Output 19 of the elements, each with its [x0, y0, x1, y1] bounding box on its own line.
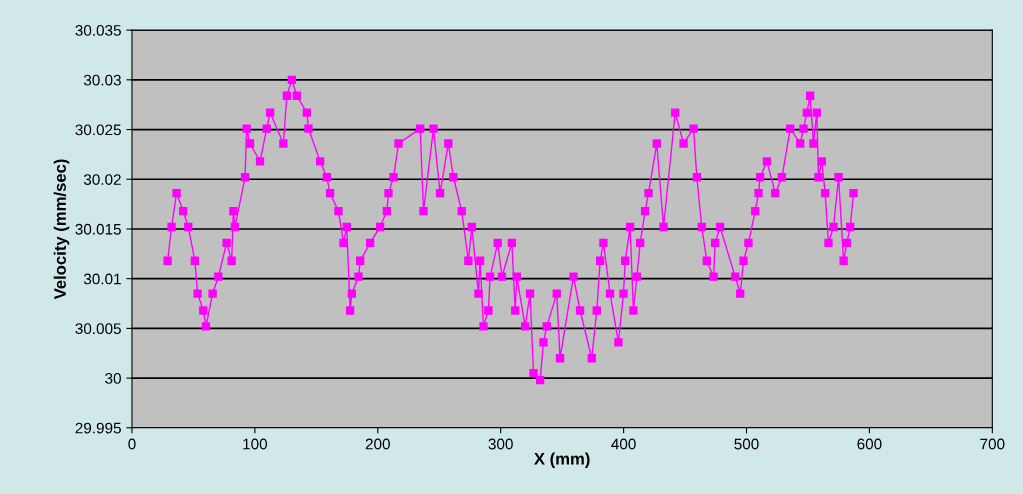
y-tick-label: 29.995	[75, 422, 121, 434]
x-tick-label: 200	[365, 438, 390, 450]
x-tick-label: 100	[243, 438, 268, 450]
y-axis-title: Velocity (mm/sec)	[53, 159, 70, 300]
y-tick-label: 30	[105, 372, 121, 384]
y-tick-label: 30.01	[83, 273, 121, 285]
y-tick-label: 30.035	[75, 25, 121, 36]
x-tick-label: 300	[488, 438, 513, 450]
x-tick-label: 600	[857, 438, 882, 450]
y-tick-label: 30.005	[75, 323, 121, 335]
x-tick-label: 0	[128, 438, 136, 450]
x-tick-label: 700	[980, 438, 1005, 450]
x-axis-title: X (mm)	[534, 452, 590, 468]
y-tick-label: 30.02	[83, 174, 121, 185]
y-tick-label: 30.025	[75, 124, 121, 136]
x-tick-label: 500	[734, 438, 759, 450]
y-tick-label: 30.03	[83, 74, 121, 86]
y-tick-label: 30.015	[75, 223, 121, 235]
x-tick-label: 400	[611, 438, 636, 450]
